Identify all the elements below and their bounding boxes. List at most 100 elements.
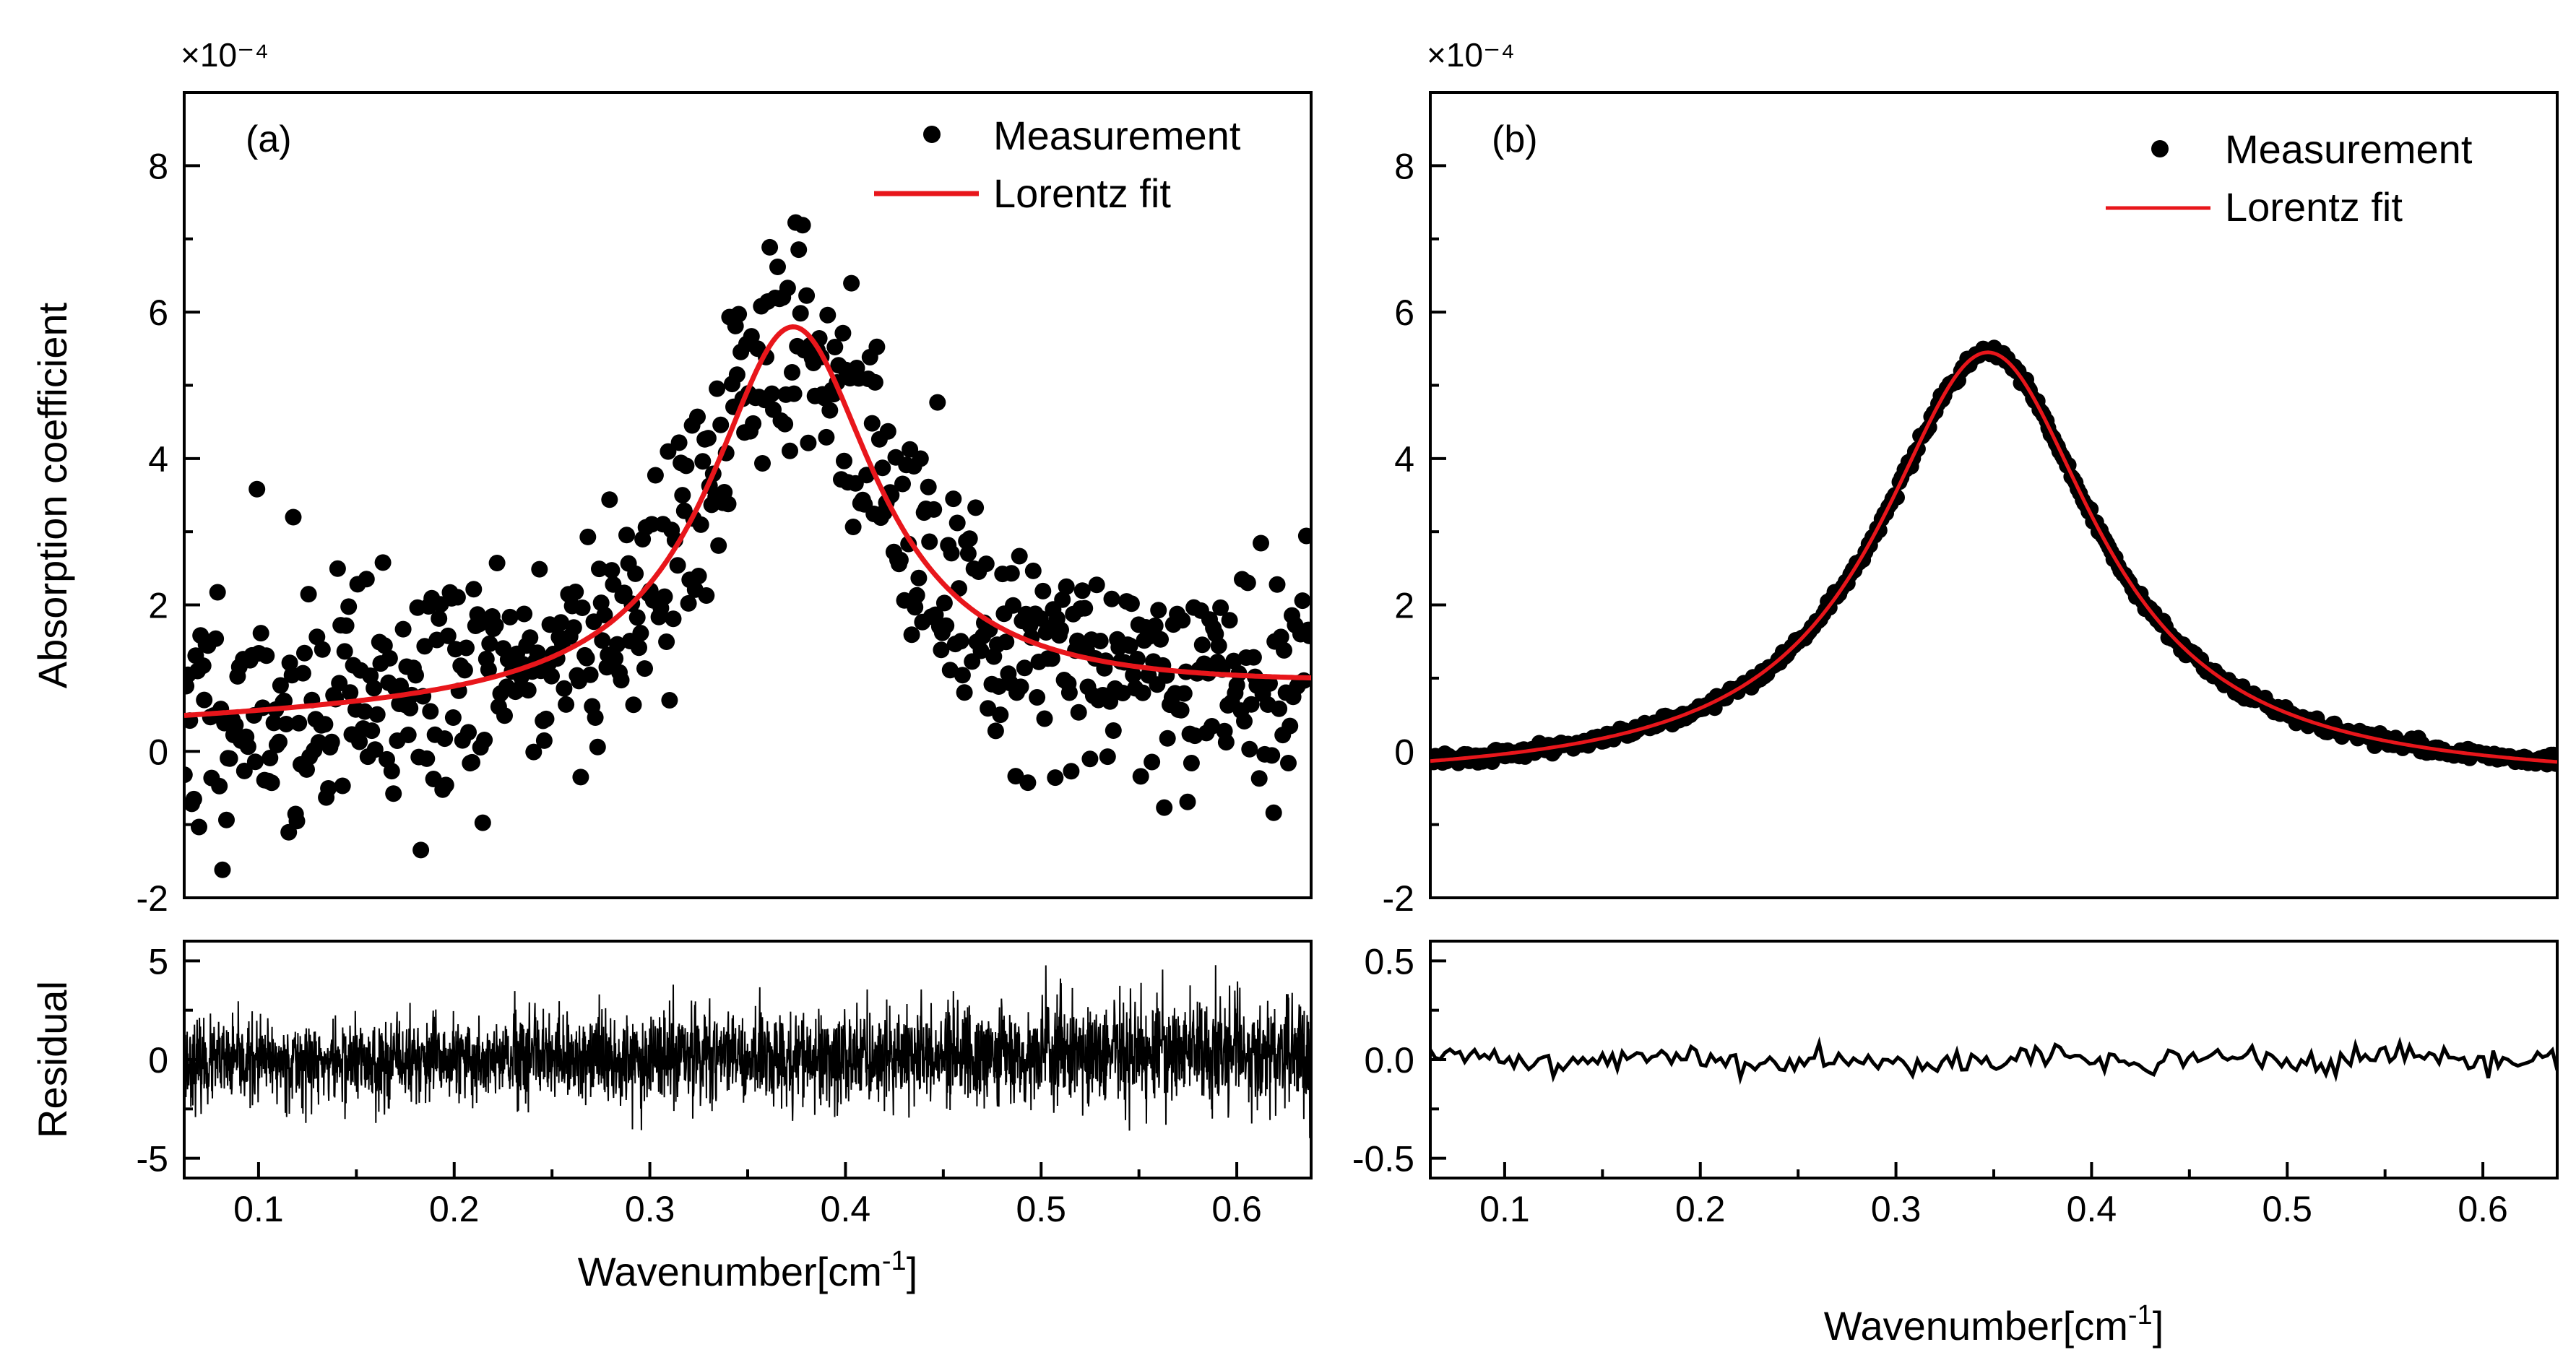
a_top-measurement-point — [1121, 637, 1138, 654]
b_top-ytick-label: 0 — [1394, 732, 1414, 772]
a_top-measurement-point — [719, 495, 737, 513]
a_top-measurement-point — [603, 562, 621, 579]
a_bottom-xtick-label: 0.1 — [233, 1189, 284, 1229]
a_top-measurement-point — [383, 763, 400, 780]
a_top-measurement-point — [531, 560, 548, 578]
a_top-measurement-point — [474, 814, 491, 831]
a_top-measurement-point — [449, 589, 466, 606]
a_top-measurement-point — [712, 416, 730, 433]
a_top-measurement-point — [863, 415, 881, 432]
a_top-measurement-point — [567, 584, 584, 600]
legend-a-fit-label: Lorentz fit — [993, 170, 1171, 216]
legend-b-measurement-label: Measurement — [2225, 126, 2473, 172]
panel-a-y-axis-title: Absorption coefficient — [30, 302, 75, 688]
a_top-measurement-point — [331, 675, 348, 692]
a_top-measurement-point — [392, 677, 409, 695]
a_top-measurement-point — [992, 706, 1009, 724]
a_top-measurement-point — [458, 639, 475, 657]
panel-a-x-axis-title: Wavenumber[cm-1] — [578, 1246, 918, 1294]
a_top-measurement-point — [1060, 684, 1078, 701]
a_top-measurement-point — [1063, 763, 1080, 780]
a_top-measurement-point — [952, 633, 969, 650]
a_top-measurement-point — [692, 516, 709, 533]
a_top-measurement-point — [356, 703, 373, 720]
a_top-measurement-point — [519, 682, 537, 699]
a_top-measurement-point — [399, 727, 417, 743]
a_top-measurement-point — [784, 364, 800, 381]
a_top-ytick-label: 8 — [148, 146, 168, 186]
a_top-measurement-point — [826, 339, 844, 355]
b_bottom-xtick-label: 0.6 — [2458, 1189, 2508, 1229]
a_top-measurement-point — [1241, 740, 1258, 758]
a_top-ytick-label: 6 — [148, 293, 168, 333]
legend-b-measurement-marker — [2151, 140, 2169, 157]
a_top-measurement-point — [1250, 770, 1268, 787]
a_top-ytick-label: 4 — [148, 439, 168, 480]
a_top-measurement-point — [959, 545, 977, 562]
a_top-measurement-point — [1103, 590, 1120, 607]
panel-b-residual: Wavenumber[cm-1] -0.5 0.0 0.5 0.1 0.2 0.3 0.4 0… — [1352, 940, 2559, 1348]
b_top-ytick-label: 8 — [1394, 146, 1414, 186]
a_top-measurement-point — [908, 586, 925, 604]
a_top-measurement-point — [1156, 799, 1173, 816]
panel-b-x-axis-title: Wavenumber[cm-1] — [1824, 1300, 2164, 1348]
a_top-measurement-point — [214, 861, 231, 878]
a_top-measurement-point — [972, 642, 990, 659]
a_top-measurement-point — [998, 633, 1015, 651]
a_top-measurement-point — [761, 238, 779, 256]
a_top-measurement-point — [754, 455, 771, 472]
a_top-measurement-point — [607, 650, 624, 667]
a_top-measurement-point — [1012, 678, 1029, 696]
a_top-measurement-point — [496, 707, 513, 724]
a_top-measurement-point — [658, 633, 675, 650]
a_top-measurement-point — [1092, 633, 1109, 649]
a_top-measurement-point — [987, 722, 1004, 740]
a_top-measurement-point — [625, 696, 642, 714]
a_top-measurement-point — [1295, 672, 1311, 689]
a_top-measurement-point — [730, 306, 748, 323]
b_top-ytick-label: 4 — [1394, 439, 1414, 480]
a_bottom-ytick-label: -5 — [137, 1139, 168, 1179]
a_top-measurement-point — [191, 818, 207, 836]
a_top-measurement-point — [582, 666, 599, 683]
a_top-measurement-point — [1123, 595, 1140, 612]
a_top-measurement-point — [290, 714, 308, 732]
a_top-measurement-point — [636, 660, 653, 677]
a_top-measurement-point — [385, 785, 402, 802]
a_top-measurement-point — [1125, 667, 1142, 684]
a_top-measurement-point — [1263, 747, 1281, 764]
a_top-measurement-point — [698, 587, 715, 604]
a_top-measurement-point — [271, 733, 288, 750]
legend-b-fit-label: Lorentz fit — [2225, 184, 2403, 230]
a_top-measurement-point — [587, 709, 604, 726]
a_top-measurement-point — [689, 408, 706, 425]
a_top-measurement-point — [1144, 753, 1161, 771]
b_bottom-ytick-label: -0.5 — [1352, 1139, 1414, 1179]
a_bottom-xtick-label: 0.6 — [1211, 1189, 1262, 1229]
a_top-measurement-point — [296, 644, 313, 662]
a_top-measurement-point — [1268, 576, 1286, 593]
a_top-measurement-point — [308, 628, 326, 646]
b_bottom-residual-line — [1430, 1036, 2557, 1086]
a_top-measurement-point — [1245, 649, 1262, 666]
a_top-measurement-point — [1047, 769, 1064, 787]
a_top-measurement-point — [613, 672, 630, 689]
a_bottom-xtick-label: 0.4 — [821, 1189, 871, 1229]
a_top-measurement-point — [929, 394, 946, 411]
a_top-measurement-point — [422, 703, 439, 720]
a_top-measurement-point — [298, 761, 315, 778]
a_top-measurement-point — [782, 442, 798, 459]
a_top-measurement-point — [1301, 627, 1311, 644]
a_top-measurement-point — [358, 571, 375, 588]
a_top-measurement-point — [558, 696, 575, 713]
a_top-measurement-point — [412, 841, 430, 859]
a_top-measurement-point — [218, 811, 235, 828]
a_top-measurement-point — [647, 467, 664, 484]
panel-a-absorption: (a) ×10⁻⁴ Absorption coefficient Measure… — [30, 36, 1313, 919]
a_top-measurement-point — [948, 514, 966, 532]
a_top-measurement-point — [337, 617, 355, 634]
a_top-measurement-point — [553, 614, 569, 631]
a_top-measurement-point — [579, 528, 597, 545]
a_top-measurement-point — [394, 620, 412, 638]
a_top-measurement-point — [1276, 641, 1292, 659]
